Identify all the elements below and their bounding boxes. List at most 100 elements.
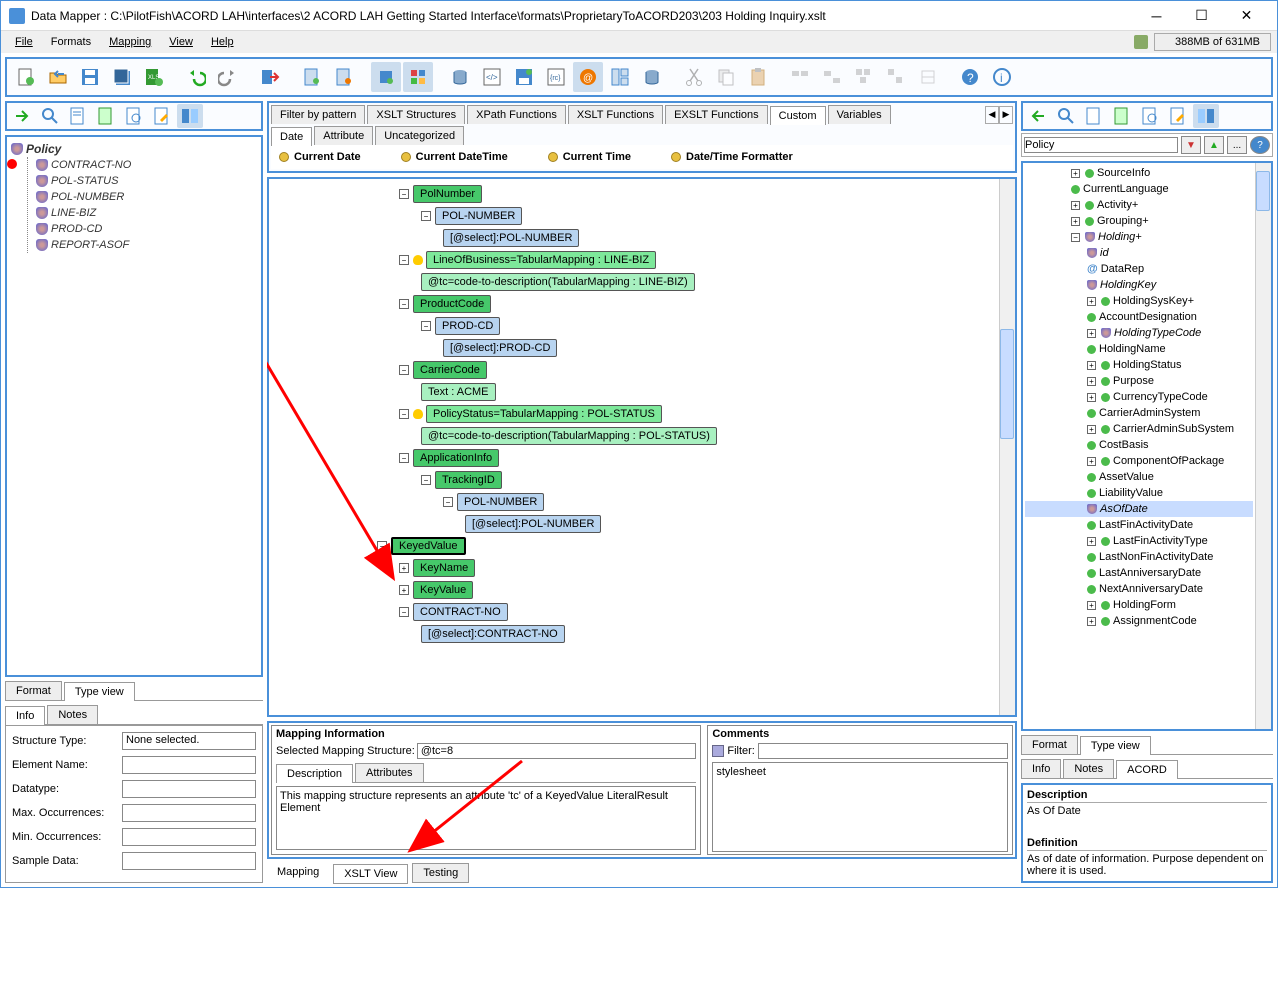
rtab-typeview[interactable]: Type view <box>1080 736 1151 755</box>
tab-notes[interactable]: Notes <box>47 705 98 724</box>
right-tree-item[interactable]: HoldingName <box>1025 341 1253 357</box>
node-prodcode[interactable]: ProductCode <box>413 295 491 313</box>
right-tree-item[interactable]: AsOfDate <box>1025 501 1253 517</box>
right-tree-item[interactable]: +LastFinActivityType <box>1025 533 1253 549</box>
expand-icon[interactable]: + <box>1087 329 1096 338</box>
expand-icon[interactable]: + <box>1071 201 1080 210</box>
right-list-icon[interactable] <box>1109 104 1135 128</box>
right-tree-item[interactable]: +CurrencyTypeCode <box>1025 389 1253 405</box>
grp1-icon[interactable] <box>785 62 815 92</box>
tree-root-policy[interactable]: Policy <box>11 141 257 157</box>
right-tree-item[interactable]: CostBasis <box>1025 437 1253 453</box>
copy-icon[interactable] <box>711 62 741 92</box>
left-tree[interactable]: Policy CONTRACT-NOPOL-STATUSPOL-NUMBERLI… <box>5 135 263 677</box>
right-tree-item[interactable]: +HoldingTypeCode <box>1025 325 1253 341</box>
redo-icon[interactable] <box>213 62 243 92</box>
maximize-button[interactable]: ☐ <box>1179 2 1224 30</box>
right-tree-item[interactable]: AssetValue <box>1025 469 1253 485</box>
tool-b-icon[interactable] <box>403 62 433 92</box>
right-tree-item[interactable]: +Activity+ <box>1025 197 1253 213</box>
trash-icon[interactable] <box>1134 35 1148 49</box>
tab-exslt-fn[interactable]: EXSLT Functions <box>665 105 768 124</box>
node-keyname[interactable]: KeyName <box>413 559 475 577</box>
node-appinfo[interactable]: ApplicationInfo <box>413 449 499 467</box>
right-tree-item[interactable]: +Purpose <box>1025 373 1253 389</box>
right-arrow-icon[interactable] <box>1025 104 1051 128</box>
right-tree-item[interactable]: +HoldingStatus <box>1025 357 1253 373</box>
right-tree-item[interactable]: LastNonFinActivityDate <box>1025 549 1253 565</box>
tab-xpath-fn[interactable]: XPath Functions <box>467 105 566 124</box>
menu-file[interactable]: File <box>7 34 41 50</box>
right-tree-item[interactable]: −Holding+ <box>1025 229 1253 245</box>
paste-icon[interactable] <box>743 62 773 92</box>
tree-item[interactable]: POL-NUMBER <box>36 189 257 205</box>
tab-custom[interactable]: Custom <box>770 106 826 125</box>
right-tree-item[interactable]: AccountDesignation <box>1025 309 1253 325</box>
rtab-notes[interactable]: Notes <box>1063 759 1114 778</box>
expand-icon[interactable]: + <box>1087 297 1096 306</box>
expand-icon[interactable]: + <box>1071 169 1080 178</box>
node-tracking-pn[interactable]: POL-NUMBER <box>457 493 544 511</box>
right-tree-item[interactable]: HoldingKey <box>1025 277 1253 293</box>
right-tree-item[interactable]: +AssignmentCode <box>1025 613 1253 629</box>
filter-up-icon[interactable]: ▲ <box>1204 136 1224 154</box>
node-carriercode[interactable]: CarrierCode <box>413 361 487 379</box>
fn-current-datetime[interactable]: Current DateTime <box>401 151 508 163</box>
tab-description[interactable]: Description <box>276 764 353 783</box>
node-prodcd[interactable]: PROD-CD <box>435 317 500 335</box>
right-tree-item[interactable]: LiabilityValue <box>1025 485 1253 501</box>
node-polstatus-tc[interactable]: @tc=code-to-description(TabularMapping :… <box>421 427 717 445</box>
tab-scroll-left[interactable]: ◀ <box>985 106 999 124</box>
right-tree-item[interactable]: +ComponentOfPackage <box>1025 453 1253 469</box>
expand-handle[interactable]: − <box>443 497 453 507</box>
node-keyvalue[interactable]: KeyValue <box>413 581 473 599</box>
tool-a-icon[interactable] <box>371 62 401 92</box>
db2-icon[interactable] <box>637 62 667 92</box>
node-lob[interactable]: LineOfBusiness=TabularMapping : LINE-BIZ <box>426 251 656 269</box>
tab-xslt-view[interactable]: XSLT View <box>333 864 408 884</box>
exit-icon[interactable] <box>255 62 285 92</box>
rc-icon[interactable]: {rc} <box>541 62 571 92</box>
expand-icon[interactable]: + <box>1087 457 1096 466</box>
rtab-info[interactable]: Info <box>1021 759 1061 778</box>
new-icon[interactable] <box>11 62 41 92</box>
tab-attributes[interactable]: Attributes <box>355 763 423 782</box>
filter-down-icon[interactable]: ▼ <box>1181 136 1201 154</box>
expand-handle[interactable]: − <box>399 299 409 309</box>
right-tree-item[interactable]: CurrentLanguage <box>1025 181 1253 197</box>
right-tree-item[interactable]: CarrierAdminSystem <box>1025 405 1253 421</box>
fn-current-time[interactable]: Current Time <box>548 151 631 163</box>
expand-handle[interactable]: − <box>399 607 409 617</box>
grp4-icon[interactable] <box>881 62 911 92</box>
right-search-icon[interactable] <box>1053 104 1079 128</box>
menu-mapping[interactable]: Mapping <box>101 34 159 50</box>
left-search-icon[interactable] <box>37 104 63 128</box>
tree-item[interactable]: PROD-CD <box>36 221 257 237</box>
node-polnumber-cn[interactable]: POL-NUMBER <box>435 207 522 225</box>
rtab-format[interactable]: Format <box>1021 735 1078 754</box>
expand-icon[interactable]: + <box>1087 361 1096 370</box>
node-carrier-text[interactable]: Text : ACME <box>421 383 496 401</box>
right-tree-item[interactable]: +HoldingForm <box>1025 597 1253 613</box>
right-filter-input[interactable] <box>1024 137 1178 153</box>
expand-handle[interactable]: − <box>399 189 409 199</box>
minimize-button[interactable]: ─ <box>1134 2 1179 30</box>
right-tree-item[interactable]: @DataRep <box>1025 261 1253 277</box>
expand-handle[interactable]: − <box>421 475 431 485</box>
tab-filter-pattern[interactable]: Filter by pattern <box>271 105 365 124</box>
subtab-uncategorized[interactable]: Uncategorized <box>375 126 464 145</box>
menu-view[interactable]: View <box>161 34 201 50</box>
left-edit-icon[interactable] <box>149 104 175 128</box>
tab-format[interactable]: Format <box>5 681 62 700</box>
right-doc-icon[interactable] <box>1081 104 1107 128</box>
filter-more-button[interactable]: ... <box>1227 136 1247 154</box>
expand-handle[interactable]: + <box>399 563 409 573</box>
node-polnumber[interactable]: PolNumber <box>413 185 482 203</box>
menu-formats[interactable]: Formats <box>43 34 99 50</box>
tree-item[interactable]: REPORT-ASOF <box>36 237 257 253</box>
tree-item[interactable]: CONTRACT-NO <box>36 157 257 173</box>
left-arrow-icon[interactable] <box>9 104 35 128</box>
right-tree-item[interactable]: NextAnniversaryDate <box>1025 581 1253 597</box>
right-tree-item[interactable]: +SourceInfo <box>1025 165 1253 181</box>
left-doc-icon[interactable] <box>65 104 91 128</box>
